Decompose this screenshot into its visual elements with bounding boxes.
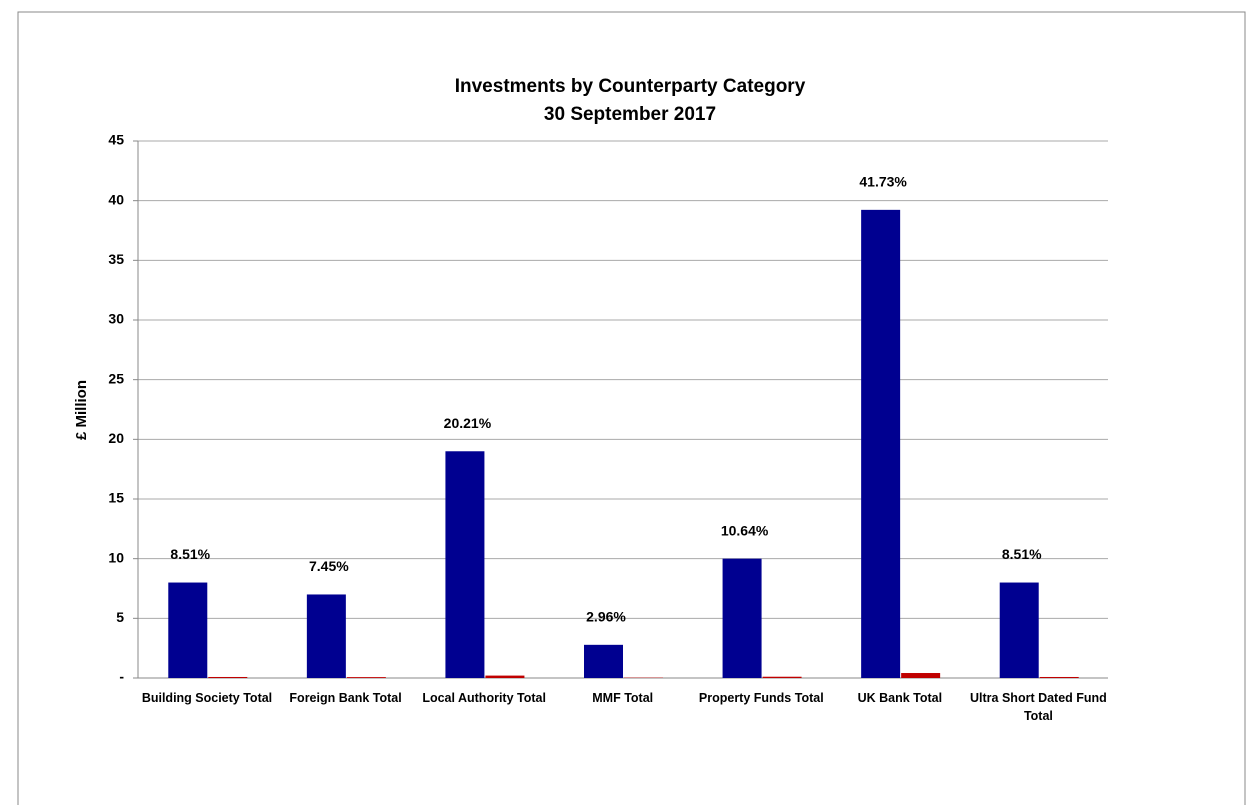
data-label: 2.96%	[586, 609, 626, 625]
data-label: 41.73%	[859, 174, 907, 190]
data-label: 8.51%	[170, 546, 210, 562]
bar	[168, 582, 208, 678]
bar	[1039, 676, 1079, 678]
y-tick-label: 40	[108, 191, 124, 207]
chart-title: Investments by Counterparty Category	[455, 76, 806, 97]
chart-subtitle: 30 September 2017	[544, 104, 716, 125]
y-axis-label: £ Million	[73, 380, 90, 440]
y-tick-label: 20	[108, 430, 124, 446]
x-tick-label: Foreign Bank Total	[289, 691, 402, 705]
y-tick-label: 5	[116, 609, 124, 625]
bar	[346, 677, 386, 678]
y-tick-label: 35	[108, 251, 124, 267]
x-tick-label: Local Authority Total	[422, 691, 546, 705]
data-label: 10.64%	[721, 522, 769, 538]
x-tick-label: UK Bank Total	[857, 691, 943, 705]
y-tick-label: 10	[108, 549, 124, 565]
y-tick-label: 25	[108, 370, 124, 386]
bar	[762, 676, 802, 678]
chart-border	[17, 11, 1246, 805]
bar	[999, 582, 1039, 678]
bar	[445, 451, 485, 678]
bar	[722, 558, 762, 678]
bar	[901, 673, 941, 678]
data-label: 20.21%	[444, 415, 492, 431]
y-tick-label: -	[119, 669, 124, 685]
x-tick-label: Building Society Total	[141, 691, 273, 705]
y-tick-label: 45	[108, 132, 124, 148]
bar	[306, 594, 346, 678]
x-tick-label: Property Funds Total	[698, 691, 824, 705]
bar	[485, 675, 525, 678]
x-tick-label: Ultra Short Dated Fund Total	[970, 691, 1107, 723]
bar	[208, 676, 248, 678]
y-tick-label: 15	[108, 490, 124, 506]
data-label: 7.45%	[309, 558, 349, 574]
y-tick-label: 30	[108, 311, 124, 327]
data-label: 8.51%	[1002, 546, 1042, 562]
x-tick-label: MMF Total	[592, 691, 654, 705]
bar	[584, 644, 623, 678]
bar	[861, 209, 901, 678]
